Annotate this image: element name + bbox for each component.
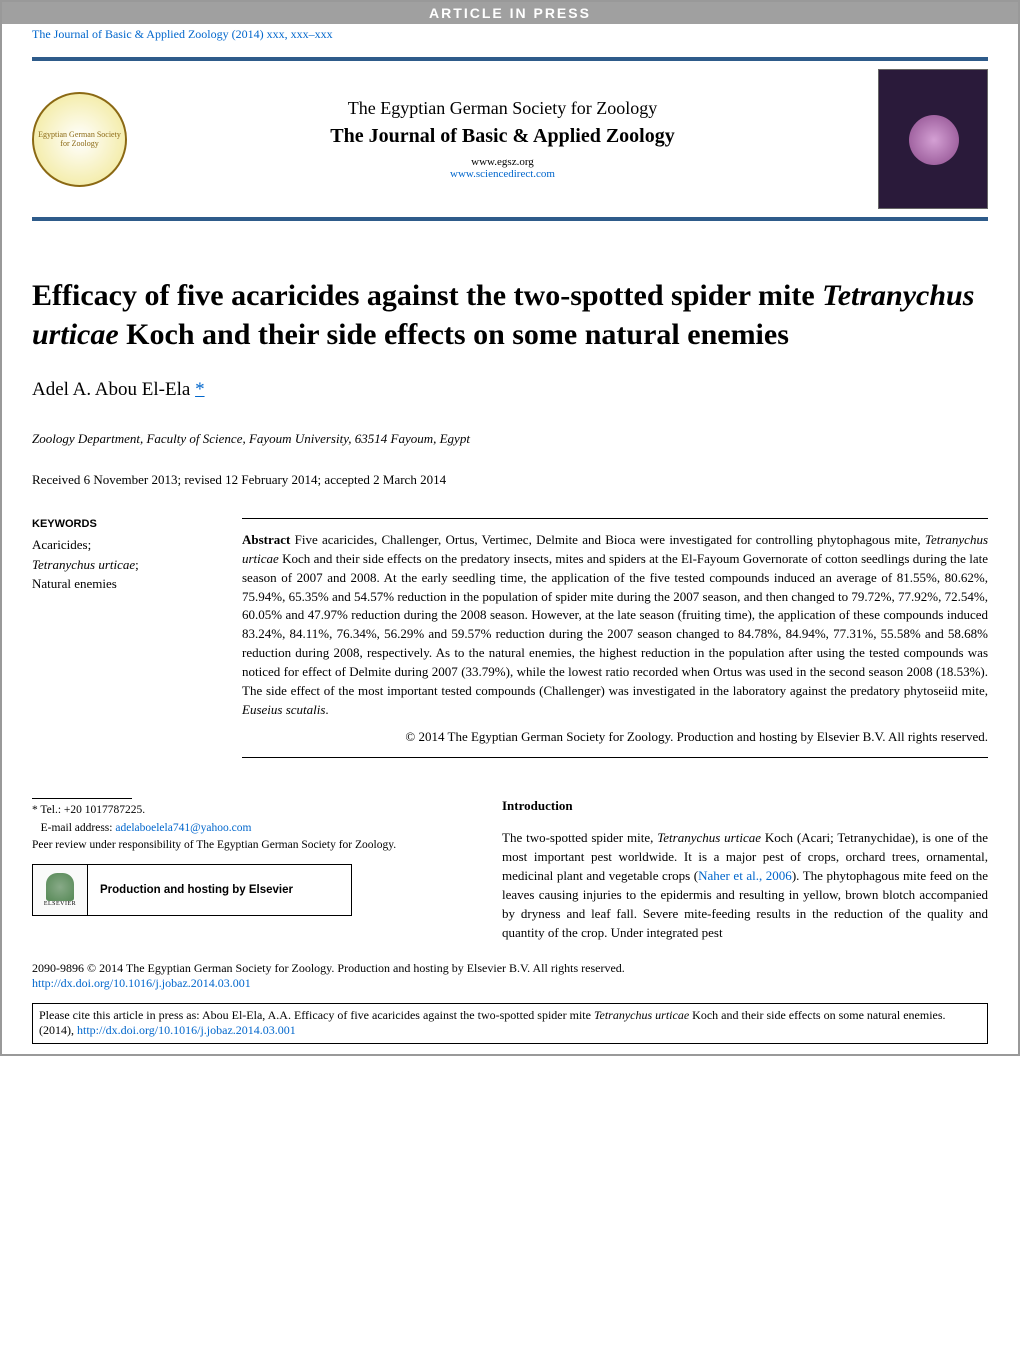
- cite-doi-link[interactable]: http://dx.doi.org/10.1016/j.jobaz.2014.0…: [77, 1023, 296, 1037]
- abstract-species2: Euseius scutalis: [242, 702, 325, 717]
- title-section: Efficacy of five acaricides against the …: [32, 276, 988, 488]
- email-label: E-mail address:: [41, 822, 116, 834]
- header-links: www.egsz.org www.sciencedirect.com: [147, 156, 858, 180]
- title-pre: Efficacy of five acaricides against the …: [32, 279, 822, 312]
- keyword-1: Acaricides;: [32, 535, 212, 555]
- intro-pre: The two-spotted spider mite,: [502, 830, 657, 845]
- introduction-heading: Introduction: [502, 798, 988, 814]
- elsevier-text: ELSEVIER: [44, 901, 76, 907]
- footnote-peer-review: Peer review under responsibility of The …: [32, 837, 472, 854]
- article-dates: Received 6 November 2013; revised 12 Feb…: [32, 472, 988, 488]
- keyword-2-tail: ;: [135, 557, 139, 572]
- keyword-2-species: Tetranychus urticae: [32, 557, 135, 572]
- issn-copyright: 2090-9896 © 2014 The Egyptian German Soc…: [32, 961, 625, 975]
- abstract-body: Koch and their side effects on the preda…: [242, 551, 988, 698]
- abstract-pre: Five acaricides, Challenger, Ortus, Vert…: [290, 532, 925, 547]
- abstract-tail: .: [325, 702, 328, 717]
- left-column: * Tel.: +20 1017787225. E-mail address: …: [32, 798, 472, 942]
- cite-pre: Please cite this article in press as: Ab…: [39, 1008, 594, 1022]
- author-text: Adel A. Abou El-Ela: [32, 379, 195, 400]
- abstract-copyright: © 2014 The Egyptian German Society for Z…: [242, 729, 988, 745]
- keywords-heading: KEYWORDS: [32, 518, 212, 530]
- keywords-list: Acaricides; Tetranychus urticae; Natural…: [32, 535, 212, 594]
- footnote-block: * Tel.: +20 1017787225. E-mail address: …: [32, 802, 472, 854]
- footnote-separator: [32, 798, 132, 799]
- footnote-tel: * Tel.: +20 1017787225.: [32, 802, 472, 819]
- author-corresponding-link[interactable]: *: [195, 379, 205, 400]
- bottom-info: 2090-9896 © 2014 The Egyptian German Soc…: [32, 961, 988, 991]
- society-logo: Egyptian German Society for Zoology: [32, 92, 127, 187]
- header-center: The Egyptian German Society for Zoology …: [147, 98, 858, 180]
- keywords-box: KEYWORDS Acaricides; Tetranychus urticae…: [32, 518, 212, 758]
- lower-section: * Tel.: +20 1017787225. E-mail address: …: [32, 798, 988, 942]
- journal-name: The Journal of Basic & Applied Zoology: [147, 125, 858, 148]
- author-email-link[interactable]: adelaboelela741@yahoo.com: [115, 822, 251, 834]
- cite-species: Tetranychus urticae: [594, 1008, 689, 1022]
- article-title: Efficacy of five acaricides against the …: [32, 276, 988, 354]
- intro-reference-link[interactable]: Naher et al., 2006: [698, 868, 792, 883]
- hosting-label: Production and hosting by Elsevier: [88, 884, 305, 896]
- abstract-box: Abstract Five acaricides, Challenger, Or…: [242, 518, 988, 758]
- society-name: The Egyptian German Society for Zoology: [147, 98, 858, 119]
- intro-species: Tetranychus urticae: [657, 830, 761, 845]
- right-column: Introduction The two-spotted spider mite…: [502, 798, 988, 942]
- affiliation: Zoology Department, Faculty of Science, …: [32, 431, 988, 447]
- journal-cover-thumb: [878, 69, 988, 209]
- keyword-3: Natural enemies: [32, 574, 212, 594]
- abstract-label: Abstract: [242, 532, 290, 547]
- article-in-press-banner: ARTICLE IN PRESS: [2, 2, 1018, 24]
- elsevier-tree-icon: [46, 873, 74, 901]
- footnote-email-line: E-mail address: adelaboelela741@yahoo.co…: [32, 820, 472, 837]
- elsevier-logo: ELSEVIER: [33, 865, 88, 915]
- sciencedirect-link[interactable]: www.sciencedirect.com: [450, 168, 555, 180]
- doi-link[interactable]: http://dx.doi.org/10.1016/j.jobaz.2014.0…: [32, 976, 251, 990]
- title-post: Koch and their side effects on some natu…: [119, 318, 789, 351]
- author-name: Adel A. Abou El-Ela *: [32, 379, 988, 401]
- citation-box: Please cite this article in press as: Ab…: [32, 1003, 988, 1044]
- introduction-text: The two-spotted spider mite, Tetranychus…: [502, 829, 988, 942]
- elsevier-hosting-box: ELSEVIER Production and hosting by Elsev…: [32, 864, 352, 916]
- journal-header: Egyptian German Society for Zoology The …: [32, 57, 988, 221]
- page-container: ARTICLE IN PRESS The Journal of Basic & …: [0, 0, 1020, 1056]
- abstract-text: Abstract Five acaricides, Challenger, Or…: [242, 531, 988, 719]
- egsz-url: www.egsz.org: [471, 156, 534, 168]
- abstract-section: KEYWORDS Acaricides; Tetranychus urticae…: [32, 518, 988, 758]
- top-citation[interactable]: The Journal of Basic & Applied Zoology (…: [32, 27, 988, 42]
- keyword-2: Tetranychus urticae;: [32, 555, 212, 575]
